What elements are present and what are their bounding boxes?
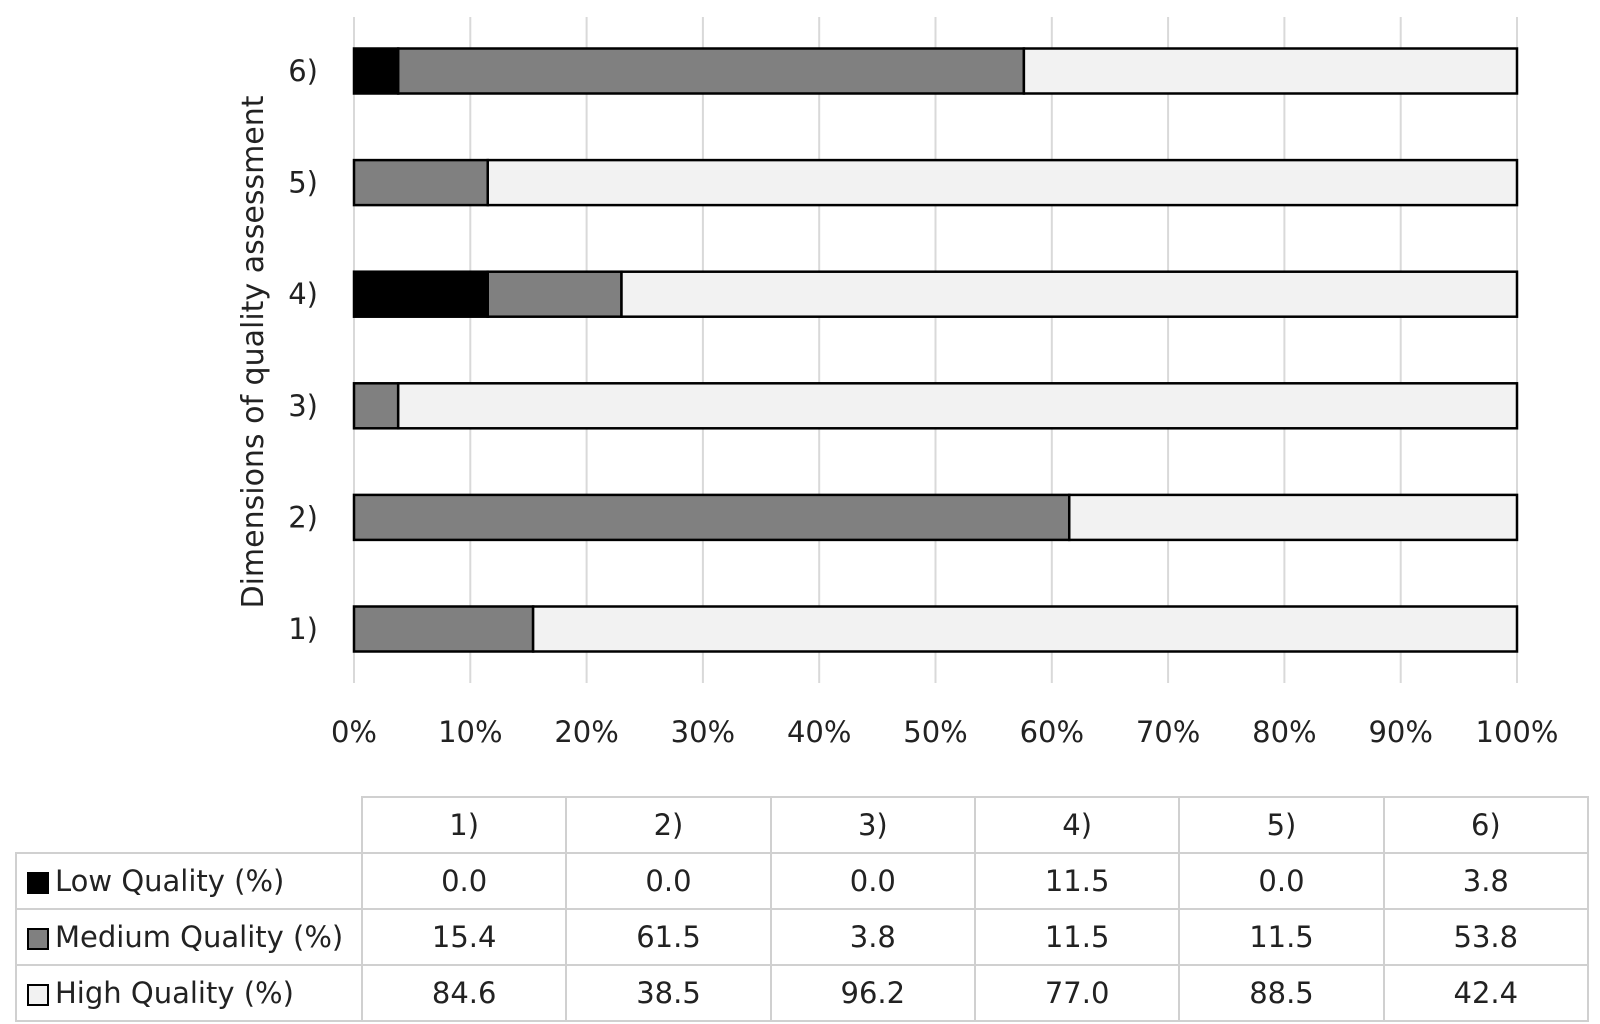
table-cell: 3.8: [769, 908, 976, 966]
table-cell: 0.0: [565, 852, 772, 910]
bar-segment: [352, 382, 400, 430]
table-cell: 0.0: [360, 852, 568, 910]
x-tick-label: 60%: [1020, 715, 1084, 749]
bar-segment: [396, 382, 1519, 430]
table-cell: 42.4: [1382, 964, 1590, 1022]
data-table: 1) 2) 3) 4) 5) 6) Low Quality (%) 0.0 0.0 0.0 11.5…: [15, 796, 1590, 1022]
gridlines: [353, 17, 1518, 683]
bar-segment: [1067, 493, 1519, 542]
x-tick-label: 30%: [671, 715, 735, 749]
bars: [352, 47, 1519, 653]
x-tick-label: 70%: [1136, 715, 1200, 749]
bar-segment: [352, 47, 400, 95]
table-cell: 11.5: [973, 908, 1181, 966]
legend-swatch: [27, 928, 49, 950]
legend-entry: High Quality (%): [15, 964, 363, 1022]
bar-segment: [1022, 47, 1519, 95]
category-labels: 1) 2) 3) 4) 5) 6): [288, 54, 318, 646]
x-tick-label: 50%: [903, 715, 967, 749]
y-axis-title: Dimensions of quality assessment: [236, 95, 271, 608]
table-cell: 11.5: [1178, 908, 1385, 966]
table-cell: 0.0: [1178, 852, 1385, 910]
bar-segment: [352, 158, 489, 207]
x-tick-label: 0%: [331, 715, 377, 749]
x-tick-label: 100%: [1476, 715, 1559, 749]
table-cell: 38.5: [565, 964, 772, 1022]
table-row: Low Quality (%) 0.0 0.0 0.0 11.5 0.0 3.8: [15, 852, 1590, 910]
x-tick-label: 40%: [787, 715, 851, 749]
bar-segment: [352, 493, 1071, 542]
bar-segment: [620, 270, 1519, 318]
table-cell: 53.8: [1382, 908, 1590, 966]
table-cell: 84.6: [360, 964, 568, 1022]
category-label: 6): [288, 54, 318, 88]
bar-segment: [396, 47, 1026, 95]
x-tick-label: 20%: [554, 715, 618, 749]
category-label: 1): [288, 612, 318, 646]
legend-label: Low Quality (%): [55, 864, 285, 898]
table-cell: 61.5: [565, 908, 772, 966]
category-label: 2): [288, 500, 318, 534]
legend-swatch: [27, 984, 49, 1006]
bar-segment: [352, 605, 535, 653]
table-header-cell: 3): [769, 796, 976, 854]
x-tick-labels: 0% 10% 20% 30% 40% 50% 60% 70% 80% 90% 100%: [331, 715, 1558, 749]
table-row: Medium Quality (%) 15.4 61.5 3.8 11.5 11.5 53.…: [15, 908, 1590, 966]
category-label: 3): [288, 389, 318, 423]
x-tick-label: 10%: [438, 715, 502, 749]
bar-segment: [486, 158, 1519, 207]
table-cell: 11.5: [973, 852, 1181, 910]
table-header-cell: 1): [360, 796, 568, 854]
x-tick-label: 80%: [1252, 715, 1316, 749]
table-cell: 3.8: [1382, 852, 1590, 910]
stacked-bar-chart: 1) 2) 3) 4) 5) 6) 0% 10% 20% 30% 40% 50% 60% 70% 80% 9…: [236, 17, 1558, 749]
legend-label: High Quality (%): [55, 976, 294, 1010]
x-tick-label: 90%: [1368, 715, 1432, 749]
category-label: 4): [288, 277, 318, 311]
table-cell: 88.5: [1178, 964, 1385, 1022]
table-row: High Quality (%) 84.6 38.5 96.2 77.0 88.5 42.4: [15, 964, 1590, 1022]
category-label: 5): [288, 166, 318, 200]
table-header-row: 1) 2) 3) 4) 5) 6): [16, 796, 1590, 854]
table-cell: 15.4: [360, 908, 568, 966]
legend-swatch: [27, 872, 49, 894]
legend-label: Medium Quality (%): [55, 920, 344, 954]
table-header-cell: 2): [565, 796, 772, 854]
table-cell: 96.2: [769, 964, 976, 1022]
legend-entry: Low Quality (%): [15, 852, 363, 910]
legend-entry: Medium Quality (%): [15, 908, 363, 966]
bar-segment: [486, 270, 623, 318]
table-header-cell: 6): [1382, 796, 1590, 854]
table-cell: 77.0: [973, 964, 1181, 1022]
table-corner: [16, 797, 363, 854]
table-cell: 0.0: [769, 852, 976, 910]
bar-segment: [352, 270, 489, 318]
table-header-cell: 4): [973, 796, 1181, 854]
bar-segment: [531, 605, 1519, 653]
table-header-cell: 5): [1178, 796, 1385, 854]
